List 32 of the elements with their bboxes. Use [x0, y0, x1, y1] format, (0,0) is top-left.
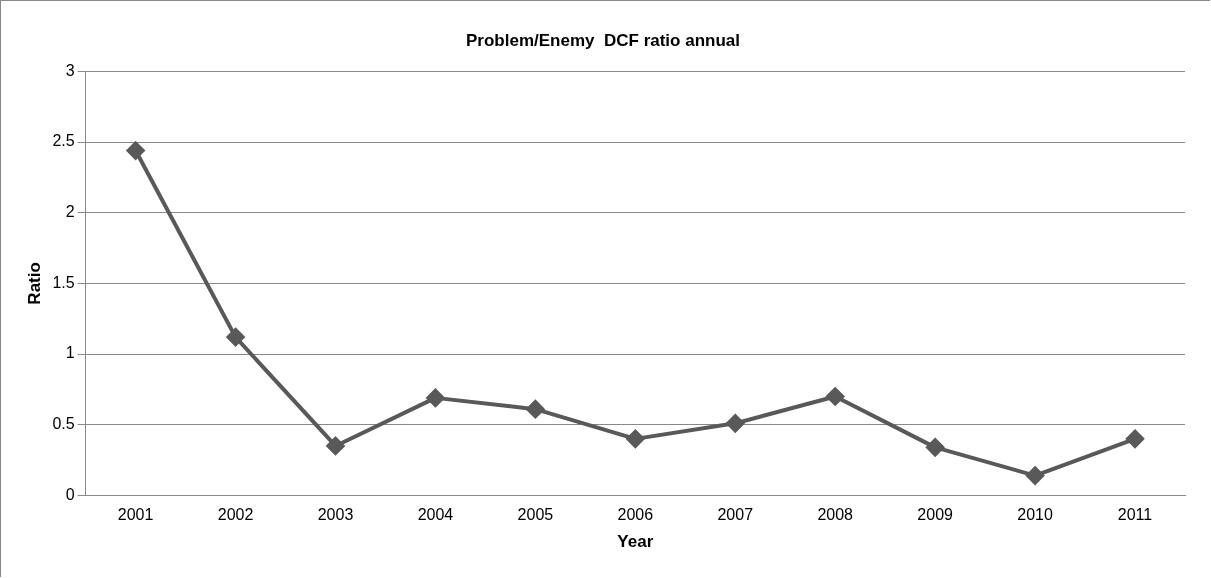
- x-tick-label: 2005: [517, 506, 554, 524]
- point: [1026, 466, 1045, 485]
- y-axis-title: Ratio: [24, 262, 44, 305]
- point: [326, 436, 345, 455]
- y-tick-label: 1.5: [52, 273, 75, 291]
- point: [526, 400, 545, 419]
- x-tick-label: 2003: [317, 506, 354, 524]
- x-tick-label: 2009: [917, 506, 954, 524]
- x-tick-label: 2011: [1117, 506, 1153, 524]
- x-tick-label: 2010: [1017, 506, 1053, 524]
- x-tick-label: 2001: [117, 506, 154, 524]
- y-tick-label: 0: [65, 485, 75, 503]
- x-tick-label: 2002: [217, 506, 254, 524]
- x-axis-title: Year: [617, 532, 654, 552]
- point: [626, 429, 645, 448]
- y-tick-label: 3: [65, 61, 75, 79]
- y-tick-label: 0.5: [52, 415, 75, 433]
- point: [926, 438, 945, 457]
- point: [126, 141, 145, 160]
- x-tick-label: 2007: [717, 506, 754, 524]
- y-tick-label: 1: [65, 344, 75, 362]
- chart-title: Problem/Enemy DCF ratio annual: [466, 30, 740, 50]
- y-tick-label: 2: [65, 203, 75, 221]
- y-tick-label: 2.5: [52, 132, 75, 150]
- x-tick-label: 2004: [417, 506, 454, 524]
- point: [1126, 429, 1145, 448]
- point: [226, 328, 245, 347]
- x-tick-label: 2006: [617, 506, 654, 524]
- point: [726, 414, 745, 433]
- x-tick-label: 2008: [817, 506, 854, 524]
- point: [826, 387, 845, 406]
- point: [426, 388, 445, 407]
